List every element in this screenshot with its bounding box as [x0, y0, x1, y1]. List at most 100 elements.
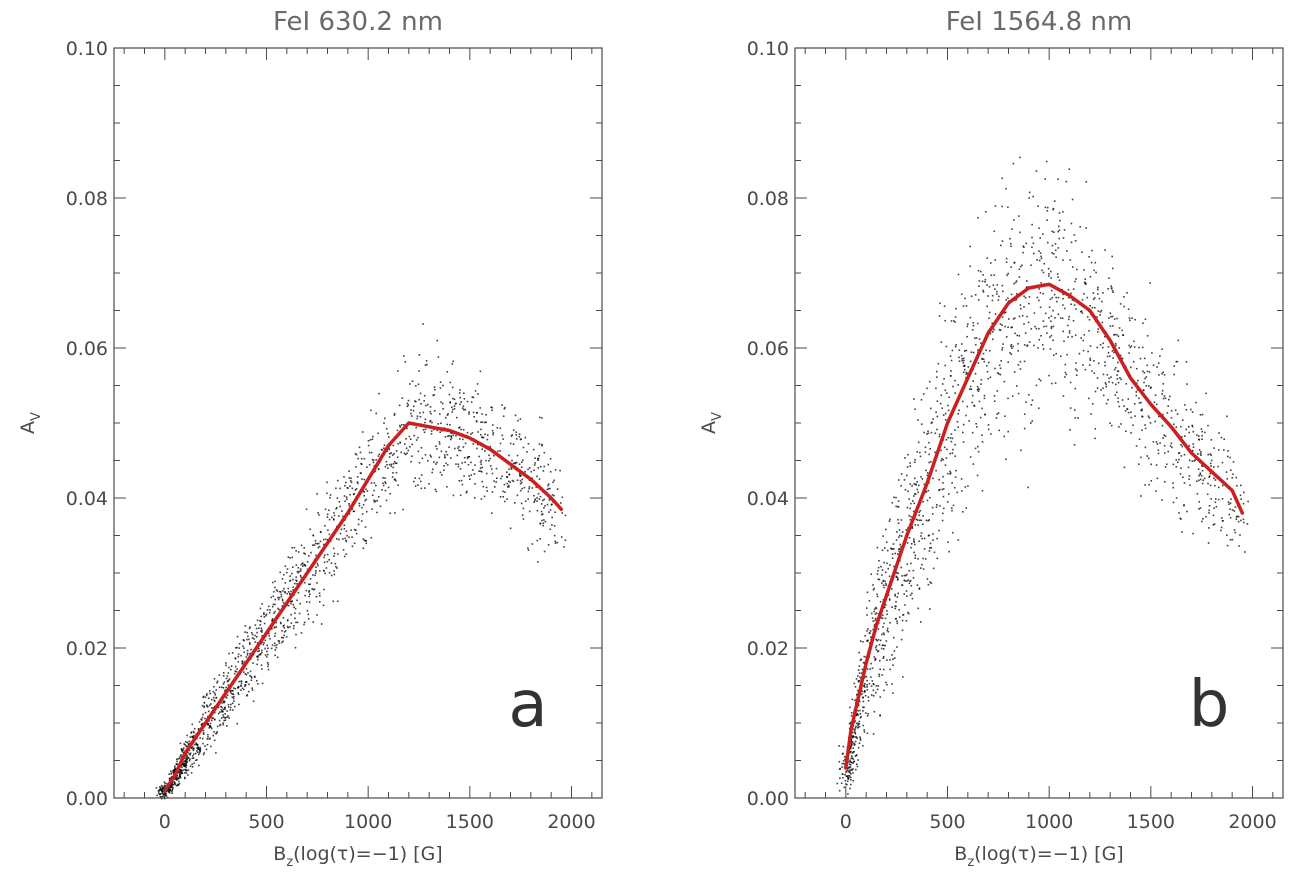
y-tick-label: 0.06 — [747, 338, 789, 360]
scatter-point — [866, 715, 869, 717]
scatter-point — [422, 411, 425, 414]
scatter-point — [1178, 452, 1181, 454]
scatter-point — [392, 444, 395, 447]
scatter-point — [503, 408, 506, 410]
scatter-point — [384, 489, 387, 492]
scatter-point — [1036, 259, 1038, 261]
scatter-point — [245, 656, 248, 658]
scatter-point — [920, 399, 923, 401]
scatter-point — [1066, 324, 1069, 327]
scatter-point — [390, 463, 393, 466]
scatter-point — [528, 510, 531, 513]
scatter-point — [1037, 347, 1039, 349]
scatter-point — [909, 465, 912, 467]
scatter-point — [1179, 473, 1182, 475]
scatter-point — [296, 583, 298, 585]
scatter-point — [251, 676, 253, 679]
scatter-point — [1128, 344, 1130, 347]
scatter-point — [536, 500, 538, 502]
scatter-point — [1109, 355, 1111, 357]
scatter-point — [489, 445, 492, 448]
scatter-point — [881, 582, 883, 584]
scatter-point — [312, 588, 315, 591]
scatter-point — [199, 737, 201, 739]
scatter-point — [187, 743, 190, 746]
scatter-point — [429, 420, 431, 423]
scatter-point — [268, 632, 270, 635]
scatter-point — [456, 454, 459, 457]
scatter-point — [518, 463, 521, 465]
scatter-point — [170, 770, 172, 772]
scatter-point — [928, 550, 931, 552]
scatter-point — [358, 446, 361, 449]
scatter-point — [1228, 503, 1230, 505]
scatter-point — [939, 505, 941, 507]
scatter-point — [316, 493, 318, 495]
scatter-point — [236, 646, 238, 649]
scatter-point — [380, 448, 383, 451]
scatter-point — [480, 428, 482, 431]
scatter-point — [1188, 478, 1190, 480]
scatter-point — [879, 714, 881, 716]
scatter-point — [909, 507, 911, 510]
scatter-point — [170, 772, 173, 775]
scatter-point — [1123, 305, 1125, 308]
scatter-point — [162, 793, 165, 795]
scatter-point — [437, 423, 439, 425]
scatter-point — [1162, 371, 1164, 374]
scatter-point — [417, 383, 420, 386]
scatter-point — [303, 547, 305, 549]
scatter-point — [978, 280, 981, 282]
scatter-point — [1104, 361, 1106, 363]
scatter-point — [159, 789, 161, 791]
scatter-point — [515, 434, 518, 436]
scatter-point — [394, 478, 396, 480]
scatter-point — [484, 450, 486, 452]
scatter-point — [899, 543, 901, 546]
scatter-point — [860, 715, 862, 718]
scatter-point — [161, 789, 163, 791]
scatter-point — [237, 693, 240, 696]
scatter-point — [520, 475, 522, 477]
scatter-point — [255, 627, 258, 630]
scatter-point — [1058, 279, 1061, 282]
scatter-point — [207, 710, 210, 713]
scatter-point — [1006, 274, 1008, 277]
scatter-point — [849, 764, 852, 766]
scatter-point — [865, 712, 867, 714]
scatter-point — [325, 538, 327, 541]
scatter-point — [885, 681, 887, 684]
scatter-point — [277, 607, 279, 610]
scatter-point — [519, 480, 522, 482]
scatter-point — [910, 546, 912, 549]
scatter-point — [1134, 403, 1136, 405]
scatter-point — [155, 787, 158, 789]
scatter-point — [1073, 304, 1076, 306]
scatter-point — [1107, 399, 1109, 401]
scatter-point — [184, 768, 186, 771]
scatter-point — [406, 402, 409, 405]
scatter-point — [841, 762, 844, 765]
scatter-point — [170, 786, 173, 789]
scatter-point — [1054, 382, 1057, 384]
scatter-point — [928, 461, 930, 464]
scatter-point — [1040, 282, 1042, 284]
scatter-point — [846, 780, 849, 783]
scatter-point — [491, 409, 493, 411]
scatter-point — [534, 499, 536, 502]
scatter-point — [484, 433, 486, 436]
scatter-point — [325, 567, 328, 569]
scatter-point — [906, 595, 908, 597]
scatter-point — [171, 792, 173, 794]
scatter-point — [876, 650, 879, 653]
scatter-point — [310, 551, 312, 554]
scatter-point — [328, 559, 330, 561]
scatter-point — [388, 463, 391, 466]
scatter-point — [1070, 292, 1072, 295]
scatter-point — [909, 462, 911, 464]
scatter-point — [450, 437, 453, 439]
scatter-point — [1039, 237, 1041, 239]
scatter-point — [944, 364, 946, 367]
scatter-point — [329, 496, 331, 499]
scatter-point — [198, 748, 201, 751]
